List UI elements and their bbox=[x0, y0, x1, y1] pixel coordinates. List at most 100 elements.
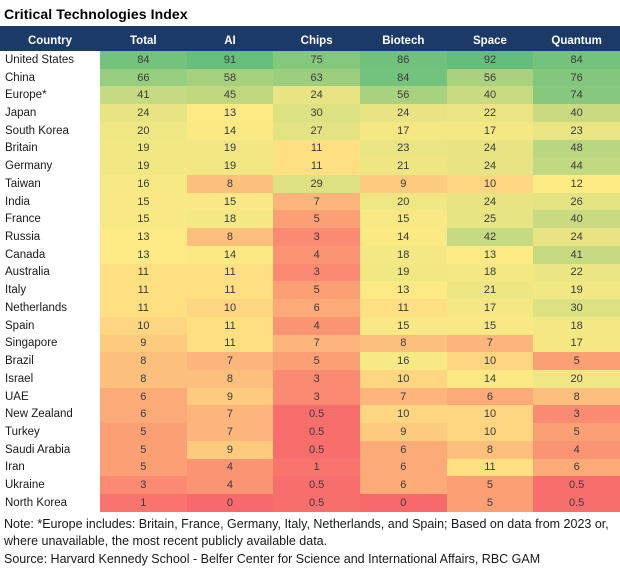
value-cell-total: 19 bbox=[100, 157, 187, 176]
value-cell-chips: 3 bbox=[273, 263, 360, 282]
value-cell-total: 66 bbox=[100, 68, 187, 87]
country-cell: Italy bbox=[0, 281, 100, 300]
value-cell-ai: 7 bbox=[186, 352, 274, 370]
value-cell-quantum: 30 bbox=[533, 299, 620, 317]
value-cell-ai: 8 bbox=[186, 228, 274, 246]
table-row: Canada 13 14 4 18 13 41 bbox=[0, 245, 620, 264]
value-cell-total: 84 bbox=[100, 51, 187, 69]
value-cell-chips: 7 bbox=[273, 334, 360, 353]
value-cell-quantum: 17 bbox=[533, 334, 620, 353]
value-cell-ai: 14 bbox=[186, 245, 274, 264]
value-cell-ai: 19 bbox=[186, 157, 274, 176]
value-cell-chips: 0.5 bbox=[273, 476, 360, 494]
value-cell-biotech: 15 bbox=[359, 210, 447, 229]
value-cell-quantum: 3 bbox=[533, 405, 620, 424]
value-cell-quantum: 26 bbox=[533, 192, 620, 211]
table-row: Taiwan 16 8 29 9 10 12 bbox=[0, 175, 620, 193]
value-cell-ai: 8 bbox=[186, 369, 274, 388]
table-row: North Korea 1 0 0.5 0 5 0.5 bbox=[0, 493, 620, 512]
value-cell-total: 13 bbox=[100, 228, 187, 246]
value-cell-space: 21 bbox=[446, 281, 534, 300]
value-cell-ai: 9 bbox=[186, 387, 274, 406]
country-cell: Europe* bbox=[0, 86, 100, 105]
value-cell-biotech: 19 bbox=[359, 263, 447, 282]
value-cell-quantum: 23 bbox=[533, 121, 620, 140]
country-cell: Saudi Arabia bbox=[0, 440, 100, 459]
value-cell-biotech: 6 bbox=[359, 440, 447, 459]
value-cell-space: 7 bbox=[446, 334, 534, 353]
value-cell-biotech: 10 bbox=[359, 369, 447, 388]
value-cell-total: 6 bbox=[100, 405, 187, 424]
table-row: United States 84 91 75 86 92 84 bbox=[0, 51, 620, 69]
value-cell-quantum: 44 bbox=[533, 157, 620, 176]
value-cell-total: 9 bbox=[100, 334, 187, 353]
value-cell-space: 11 bbox=[446, 458, 534, 477]
value-cell-biotech: 23 bbox=[359, 139, 447, 158]
value-cell-biotech: 20 bbox=[359, 192, 447, 211]
value-cell-biotech: 24 bbox=[359, 104, 447, 122]
country-cell: Ukraine bbox=[0, 476, 100, 494]
table-row: France 15 18 5 15 25 40 bbox=[0, 210, 620, 229]
country-cell: Spain bbox=[0, 316, 100, 335]
footnotes: Note: *Europe includes: Britain, France,… bbox=[0, 512, 620, 569]
value-cell-total: 5 bbox=[100, 458, 187, 477]
value-cell-space: 24 bbox=[446, 192, 534, 211]
value-cell-total: 1 bbox=[100, 493, 187, 512]
country-cell: China bbox=[0, 68, 100, 87]
value-cell-space: 5 bbox=[446, 493, 534, 512]
value-cell-quantum: 84 bbox=[533, 51, 620, 69]
column-header-space: Space bbox=[473, 35, 507, 47]
table-body: United States 84 91 75 86 92 84 China 66… bbox=[0, 51, 620, 512]
table-row: Spain 10 11 4 15 15 18 bbox=[0, 316, 620, 335]
value-cell-total: 20 bbox=[100, 121, 187, 140]
value-cell-ai: 13 bbox=[186, 104, 274, 122]
value-cell-chips: 1 bbox=[273, 458, 360, 477]
value-cell-space: 10 bbox=[446, 405, 534, 424]
value-cell-ai: 8 bbox=[186, 175, 274, 193]
column-header-chips: Chips bbox=[300, 35, 333, 47]
column-header-biotech: Biotech bbox=[382, 35, 425, 47]
country-cell: Brazil bbox=[0, 352, 100, 370]
country-cell: Taiwan bbox=[0, 175, 100, 193]
note-text: Note: *Europe includes: Britain, France,… bbox=[4, 516, 609, 548]
table-row: Italy 11 11 5 13 21 19 bbox=[0, 281, 620, 300]
value-cell-chips: 11 bbox=[273, 139, 360, 158]
value-cell-space: 24 bbox=[446, 139, 534, 158]
table-row: Europe* 41 45 24 56 40 74 bbox=[0, 86, 620, 105]
value-cell-space: 5 bbox=[446, 476, 534, 494]
page-title: Critical Technologies Index bbox=[4, 6, 188, 22]
table-row: China 66 58 63 84 56 76 bbox=[0, 68, 620, 87]
value-cell-biotech: 7 bbox=[359, 387, 447, 406]
column-header-country: Country bbox=[27, 35, 73, 47]
value-cell-chips: 5 bbox=[273, 281, 360, 300]
value-cell-biotech: 15 bbox=[359, 316, 447, 335]
column-header-ai: AI bbox=[224, 35, 236, 47]
value-cell-quantum: 0.5 bbox=[533, 476, 620, 494]
value-cell-chips: 0.5 bbox=[273, 493, 360, 512]
value-cell-chips: 63 bbox=[273, 68, 360, 87]
value-cell-ai: 91 bbox=[186, 51, 274, 69]
country-cell: UAE bbox=[0, 387, 100, 406]
value-cell-biotech: 14 bbox=[359, 228, 447, 246]
value-cell-chips: 0.5 bbox=[273, 423, 360, 441]
value-cell-space: 10 bbox=[446, 423, 534, 441]
value-cell-biotech: 6 bbox=[359, 476, 447, 494]
country-cell: Israel bbox=[0, 369, 100, 388]
value-cell-quantum: 74 bbox=[533, 86, 620, 105]
value-cell-biotech: 13 bbox=[359, 281, 447, 300]
table-row: Saudi Arabia 5 9 0.5 6 8 4 bbox=[0, 440, 620, 459]
value-cell-space: 17 bbox=[446, 121, 534, 140]
value-cell-quantum: 0.5 bbox=[533, 493, 620, 512]
value-cell-total: 19 bbox=[100, 139, 187, 158]
value-cell-space: 22 bbox=[446, 104, 534, 122]
value-cell-space: 14 bbox=[446, 369, 534, 388]
critical-technologies-table: Country Total AI Chips Biotech Space Qua… bbox=[0, 26, 620, 512]
column-header-total: Total bbox=[130, 35, 157, 47]
value-cell-ai: 10 bbox=[186, 299, 274, 317]
value-cell-biotech: 10 bbox=[359, 405, 447, 424]
value-cell-ai: 7 bbox=[186, 405, 274, 424]
value-cell-biotech: 56 bbox=[359, 86, 447, 105]
value-cell-quantum: 48 bbox=[533, 139, 620, 158]
table-row: Britain 19 19 11 23 24 48 bbox=[0, 139, 620, 158]
value-cell-chips: 4 bbox=[273, 316, 360, 335]
